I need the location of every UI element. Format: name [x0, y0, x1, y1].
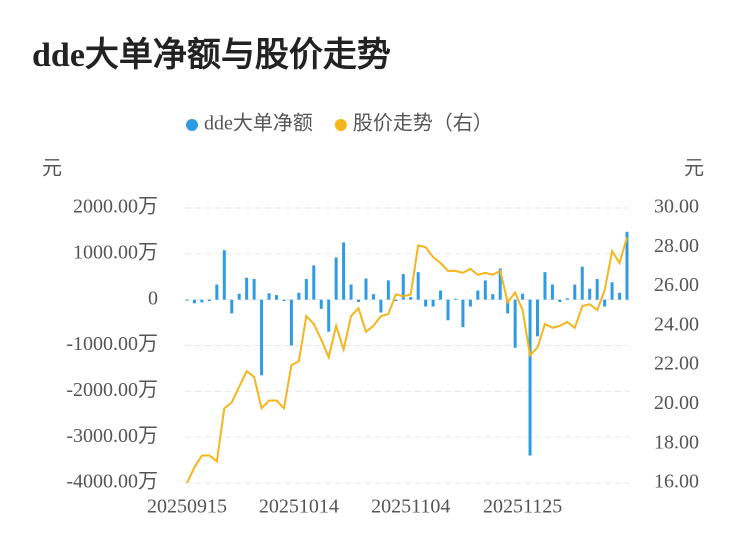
bar: [185, 299, 189, 301]
bar: [528, 299, 532, 456]
bar: [334, 257, 338, 300]
bar: [327, 299, 331, 332]
bar: [289, 299, 293, 346]
y2-tick-label: 26.00: [654, 274, 699, 296]
bar: [304, 279, 308, 300]
legend-label: dde大单净额: [204, 112, 313, 135]
y-tick-label: -3000.00万: [66, 425, 158, 447]
bar: [498, 268, 502, 300]
x-tick-label: 20251014: [259, 496, 339, 518]
bar: [215, 284, 219, 300]
bar: [297, 292, 301, 300]
y-tick-label: 0: [148, 287, 158, 309]
bar: [476, 290, 480, 300]
legend-marker: [334, 119, 347, 131]
bar: [603, 299, 607, 307]
y-unit: 元: [42, 158, 62, 180]
bar: [416, 272, 420, 300]
y-tick-label: 1000.00万: [73, 241, 158, 263]
bar: [431, 299, 435, 307]
y2-tick-label: 28.00: [654, 235, 699, 257]
bar: [230, 299, 234, 314]
y2-tick-label: 16.00: [654, 471, 699, 493]
bar: [364, 278, 368, 300]
bar: [245, 277, 249, 300]
y-tick-label: -1000.00万: [66, 333, 158, 355]
legend-label: 股价走势（右）: [353, 112, 493, 135]
chart-title: dde大单净额与股价走势: [32, 36, 391, 74]
bar: [409, 296, 413, 300]
bar: [580, 266, 584, 300]
bar: [550, 284, 554, 300]
bar: [453, 298, 457, 300]
bar: [558, 299, 562, 302]
bar: [200, 299, 204, 303]
bar: [506, 299, 510, 314]
y2-tick-label: 22.00: [654, 353, 699, 375]
bar: [207, 299, 211, 302]
bar: [543, 272, 547, 300]
y2-tick-label: 20.00: [654, 392, 699, 414]
bar: [468, 299, 472, 307]
bar: [439, 290, 443, 300]
bar: [222, 250, 226, 300]
x-tick-label: 20251104: [371, 496, 450, 518]
bar: [625, 231, 629, 300]
bar: [342, 242, 346, 300]
bar: [521, 293, 525, 300]
bar: [573, 284, 577, 300]
legend-marker: [186, 119, 198, 131]
bar: [610, 282, 614, 300]
bar: [274, 295, 278, 300]
bar: [267, 293, 271, 300]
bar: [513, 299, 517, 348]
bar: [192, 299, 196, 304]
bar: [588, 288, 592, 300]
bar: [483, 280, 487, 300]
bar: [282, 299, 286, 302]
y-tick-label: -2000.00万: [66, 379, 158, 401]
bar: [260, 299, 264, 376]
bar: [252, 279, 256, 300]
bar: [394, 299, 398, 302]
bar: [349, 284, 353, 300]
bar: [312, 265, 316, 300]
bar: [565, 298, 569, 300]
y2-tick-label: 18.00: [654, 431, 699, 453]
y-tick-label: 2000.00万: [73, 196, 158, 218]
bar: [386, 280, 390, 300]
bar: [446, 299, 450, 321]
x-tick-label: 20251125: [483, 496, 562, 518]
bar: [461, 299, 465, 328]
bar: [424, 299, 428, 307]
bar: [237, 293, 241, 300]
price-line: [186, 237, 628, 484]
bar: [357, 299, 361, 302]
bar: [536, 299, 540, 337]
bar: [379, 299, 383, 313]
y2-tick-label: 24.00: [654, 313, 699, 335]
bar: [595, 279, 599, 300]
bar: [371, 294, 375, 300]
bar: [401, 274, 405, 300]
bar: [319, 299, 323, 309]
x-tick-label: 20250915: [147, 496, 227, 518]
bar: [491, 294, 495, 300]
bar: [618, 292, 622, 300]
y-tick-label: -4000.00万: [66, 471, 158, 493]
y2-tick-label: 30.00: [654, 196, 699, 218]
y2-unit: 元: [684, 158, 704, 180]
